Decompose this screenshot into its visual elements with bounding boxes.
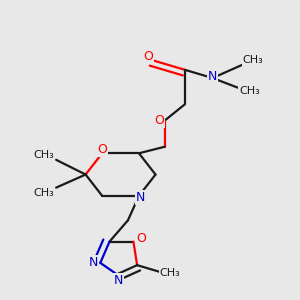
Text: O: O xyxy=(136,232,146,245)
Text: O: O xyxy=(143,50,153,63)
Text: N: N xyxy=(208,70,217,83)
Text: N: N xyxy=(89,256,98,269)
Text: CH₃: CH₃ xyxy=(33,150,54,160)
Text: CH₃: CH₃ xyxy=(33,188,54,197)
Text: CH₃: CH₃ xyxy=(243,55,263,65)
Text: N: N xyxy=(114,274,123,287)
Text: O: O xyxy=(97,143,107,157)
Text: CH₃: CH₃ xyxy=(239,86,260,96)
Text: O: O xyxy=(154,114,164,127)
Text: CH₃: CH₃ xyxy=(160,268,181,278)
Text: N: N xyxy=(136,191,146,204)
